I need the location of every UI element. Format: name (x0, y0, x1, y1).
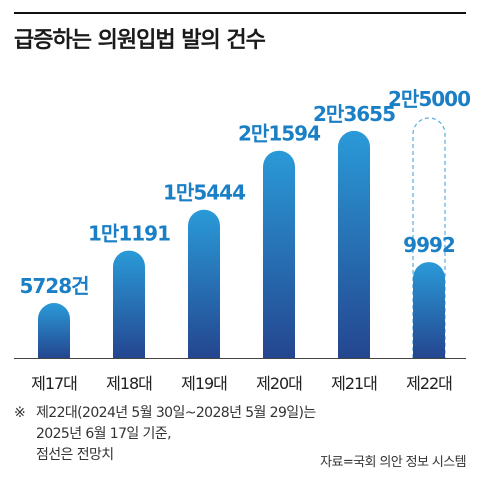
bar-value-label: 2만3655 (313, 102, 395, 126)
top-rule (14, 12, 466, 14)
footnote: ※ 제22대(2024년 5월 30일~2028년 5월 29일)는 2025년… (14, 403, 396, 466)
source-credit: 자료=국회 의안 정보 시스템 (320, 455, 466, 470)
x-tick-label: 제19대 (181, 374, 227, 393)
chart-title: 급증하는 의원입법 발의 건수 (14, 28, 266, 53)
bars-group (38, 117, 446, 359)
bar (338, 130, 370, 358)
x-tick-label: 제17대 (31, 374, 77, 393)
bar-value-label: 1만1191 (88, 222, 170, 246)
footnote-mark: ※ (14, 405, 26, 421)
x-tick-label: 제20대 (256, 374, 302, 393)
bar (188, 209, 220, 358)
x-tick-label: 제18대 (106, 374, 152, 393)
bar-value-label: 9992 (403, 233, 455, 257)
x-tick-label: 제21대 (331, 374, 377, 393)
bar-value-label: 2만1594 (238, 122, 320, 146)
bar (38, 303, 70, 358)
bar (113, 250, 145, 358)
x-tick-labels-group: 제17대 제18대 제19대 제20대 제21대 제22대 (31, 374, 453, 393)
bar-chart: 5728건1만11911만54442만15942만36552만50009992 … (14, 87, 471, 393)
x-tick-label: 제22대 (406, 374, 452, 393)
footnote-text: 제22대(2024년 5월 30일~2028년 5월 29일)는 2025년 6… (36, 405, 316, 463)
bar-value-label: 5728건 (19, 274, 88, 298)
bar (263, 150, 295, 358)
projection-label: 2만5000 (388, 87, 470, 111)
bar (413, 262, 445, 358)
bar-value-label: 1만5444 (163, 181, 245, 205)
